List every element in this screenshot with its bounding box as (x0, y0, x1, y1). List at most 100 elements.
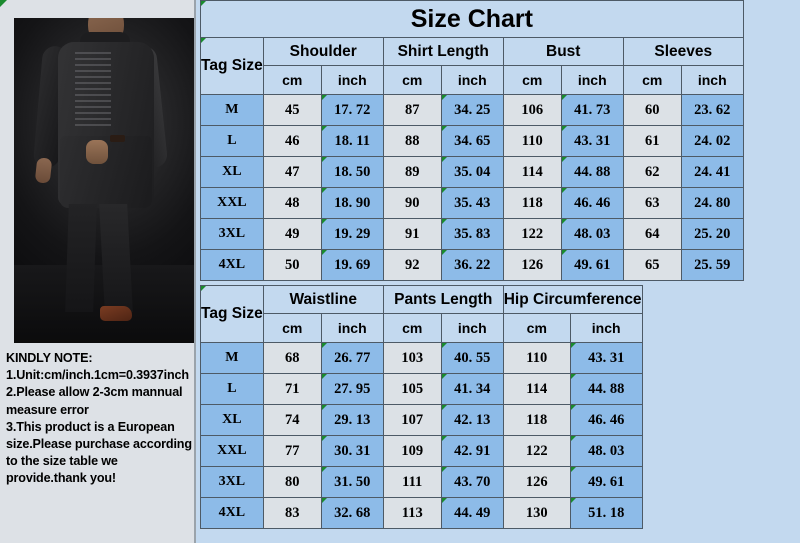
unit-header-bust-cm: cm (502, 65, 562, 95)
cell-shoulder-inch: 18. 90 (320, 187, 384, 219)
note-heading: KINDLY NOTE: (6, 351, 93, 365)
size-label: M (200, 342, 264, 374)
cell-waistline-inch: 26. 77 (320, 342, 384, 374)
photo-embroidered-placket (75, 52, 111, 126)
table-row: XL 47 18. 50 89 35. 04 114 44. 88 62 24.… (200, 156, 744, 188)
cell-shirt-length-inch: 34. 65 (440, 125, 504, 157)
top-measurements-table: Size Chart Tag Size Shoulder Shirt Lengt… (200, 0, 744, 281)
bottom-measurements-table: Tag Size Waistline Pants Length Hip Circ… (200, 285, 643, 529)
group-header-shoulder: Shoulder (262, 37, 384, 66)
group-header-shirt-length: Shirt Length (382, 37, 504, 66)
cell-pants-length-inch: 40. 55 (440, 342, 504, 374)
unit-header-waistline-inch: inch (320, 313, 384, 343)
cell-shoulder-inch: 19. 69 (320, 249, 384, 281)
cell-shirt-length-inch: 35. 43 (440, 187, 504, 219)
group-header-bust: Bust (502, 37, 624, 66)
photo-brown-shoe (100, 306, 132, 321)
unit-header-hip-cm: cm (502, 313, 571, 343)
size-chart-area: Size Chart Tag Size Shoulder Shirt Lengt… (198, 0, 800, 543)
size-label: XL (200, 404, 264, 436)
cell-bust-inch: 48. 03 (560, 218, 624, 250)
cell-bust-inch: 43. 31 (560, 125, 624, 157)
cell-bust-cm: 126 (502, 249, 562, 281)
size-label: XL (200, 156, 264, 188)
cell-sleeves-inch: 23. 62 (680, 94, 744, 126)
table-row: M 68 26. 77 103 40. 55 110 43. 31 (200, 342, 643, 374)
cell-bust-cm: 114 (502, 156, 562, 188)
cell-shoulder-inch: 17. 72 (320, 94, 384, 126)
product-photo (14, 18, 194, 343)
unit-header-shirt-length-inch: inch (440, 65, 504, 95)
cell-shirt-length-cm: 87 (382, 94, 442, 126)
size-label: XXL (200, 435, 264, 467)
cell-sleeves-inch: 25. 20 (680, 218, 744, 250)
cell-waistline-cm: 83 (262, 497, 322, 529)
unit-header-sleeves-cm: cm (622, 65, 682, 95)
cell-hip-inch: 43. 31 (569, 342, 643, 374)
cell-hip-inch: 44. 88 (569, 373, 643, 405)
cell-bust-cm: 122 (502, 218, 562, 250)
group-header-sleeves: Sleeves (622, 37, 744, 66)
cell-hip-cm: 118 (502, 404, 571, 436)
table-row: L 46 18. 11 88 34. 65 110 43. 31 61 24. … (200, 125, 744, 157)
table-row: 3XL 80 31. 50 111 43. 70 126 49. 61 (200, 466, 643, 498)
tag-size-header: Tag Size (200, 37, 264, 95)
cell-shoulder-cm: 47 (262, 156, 322, 188)
cell-pants-length-cm: 105 (382, 373, 442, 405)
table-row: 3XL 49 19. 29 91 35. 83 122 48. 03 64 25… (200, 218, 744, 250)
cell-hip-inch: 46. 46 (569, 404, 643, 436)
photo-wristwatch (110, 135, 125, 142)
unit-header-pants-length-cm: cm (382, 313, 442, 343)
cell-hip-cm: 126 (502, 466, 571, 498)
note-line-5: size.Please purchase according (6, 437, 192, 452)
cell-waistline-inch: 32. 68 (320, 497, 384, 529)
cell-shirt-length-cm: 91 (382, 218, 442, 250)
table-row: L 71 27. 95 105 41. 34 114 44. 88 (200, 373, 643, 405)
photo-right-trouser-leg (99, 204, 133, 312)
size-label: L (200, 373, 264, 405)
cell-bust-cm: 118 (502, 187, 562, 219)
cell-pants-length-cm: 111 (382, 466, 442, 498)
cell-bust-inch: 41. 73 (560, 94, 624, 126)
unit-header-shoulder-inch: inch (320, 65, 384, 95)
cell-bust-cm: 110 (502, 125, 562, 157)
cell-waistline-cm: 77 (262, 435, 322, 467)
cell-sleeves-inch: 25. 59 (680, 249, 744, 281)
cell-waistline-inch: 31. 50 (320, 466, 384, 498)
cell-pants-length-inch: 42. 91 (440, 435, 504, 467)
group-header-waistline: Waistline (262, 285, 384, 314)
cell-bust-inch: 44. 88 (560, 156, 624, 188)
cell-sleeves-cm: 65 (622, 249, 682, 281)
cell-shoulder-inch: 18. 11 (320, 125, 384, 157)
cell-shoulder-cm: 48 (262, 187, 322, 219)
size-label: 3XL (200, 466, 264, 498)
cell-pants-length-cm: 109 (382, 435, 442, 467)
table-row: M 45 17. 72 87 34. 25 106 41. 73 60 23. … (200, 94, 744, 126)
size-label: L (200, 125, 264, 157)
photo-right-hand (86, 140, 108, 164)
unit-header-waistline-cm: cm (262, 313, 322, 343)
bottom-measurements-table-wrap: Tag Size Waistline Pants Length Hip Circ… (200, 285, 643, 529)
note-line-3: measure error (6, 402, 89, 417)
unit-header-shoulder-cm: cm (262, 65, 322, 95)
size-label: XXL (200, 187, 264, 219)
size-label: 4XL (200, 249, 264, 281)
group-header-pants-length: Pants Length (382, 285, 504, 314)
cell-hip-inch: 48. 03 (569, 435, 643, 467)
chart-title-row: Size Chart (200, 0, 744, 38)
cell-shirt-length-cm: 89 (382, 156, 442, 188)
unit-header-hip-inch: inch (569, 313, 643, 343)
top-measurements-table-wrap: Size Chart Tag Size Shoulder Shirt Lengt… (200, 0, 744, 281)
cell-waistline-inch: 27. 95 (320, 373, 384, 405)
size-label: M (200, 94, 264, 126)
cell-shirt-length-cm: 92 (382, 249, 442, 281)
unit-header-row: cm inch cm inch cm inch cm inch (201, 65, 744, 95)
unit-header-row: cm inch cm inch cm inch (201, 313, 643, 343)
cell-shirt-length-inch: 35. 04 (440, 156, 504, 188)
photo-left-trouser-leg (65, 204, 97, 312)
tag-size-header: Tag Size (200, 285, 264, 343)
unit-header-shirt-length-cm: cm (382, 65, 442, 95)
unit-header-pants-length-inch: inch (440, 313, 504, 343)
cell-waistline-cm: 68 (262, 342, 322, 374)
